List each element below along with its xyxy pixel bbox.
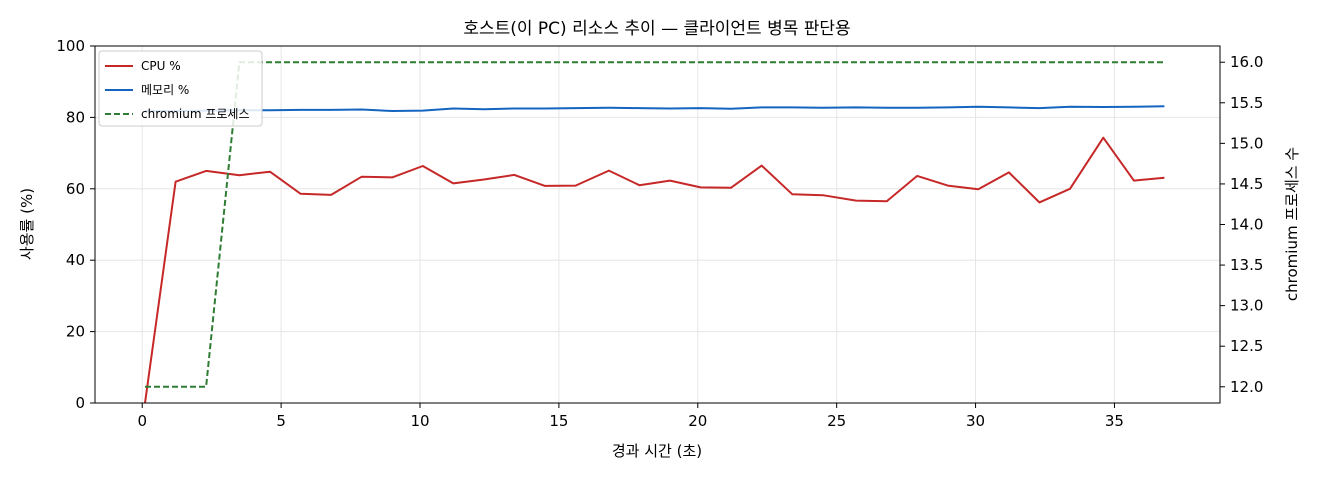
chart-title: 호스트(이 PC) 리소스 추이 — 클라이언트 병목 판단용 (463, 19, 850, 39)
x-tick-label: 10 (410, 412, 429, 430)
y2-tick-label: 15.0 (1230, 134, 1263, 152)
legend-label-0: CPU % (141, 59, 181, 73)
y-axis-ticks: 0 20 40 60 80 100 (56, 37, 95, 412)
y-tick-label: 60 (66, 180, 85, 198)
x-tick-label: 30 (966, 412, 985, 430)
x-tick-label: 0 (137, 412, 147, 430)
y2-tick-label: 15.5 (1230, 94, 1263, 112)
y2-tick-label: 13.0 (1230, 297, 1263, 315)
legend-label-1: 메모리 % (141, 83, 189, 97)
x-tick-label: 5 (276, 412, 286, 430)
y-tick-label: 40 (66, 251, 85, 269)
y-axis-title: 사용률 (%) (18, 188, 36, 260)
series-lines (144, 61, 1165, 404)
y2-axis-title: chromium 프로세스 수 (1283, 147, 1301, 301)
y-tick-label: 100 (56, 37, 85, 55)
y2-tick-label: 12.0 (1230, 378, 1263, 396)
y-tick-label: 20 (66, 323, 85, 341)
y2-axis-ticks: 12.0 12.5 13.0 13.5 14.0 14.5 15.0 15.5 16.0 (1220, 53, 1263, 396)
legend: CPU % 메모리 % chromium 프로세스 (98, 50, 263, 127)
y2-tick-label: 14.5 (1230, 175, 1263, 193)
y-tick-label: 80 (66, 108, 85, 126)
y2-tick-label: 16.0 (1230, 53, 1263, 71)
series-line-1 (145, 105, 1165, 112)
legend-label-2: chromium 프로세스 (141, 107, 250, 121)
series-line-2 (145, 61, 1165, 388)
x-tick-label: 35 (1105, 412, 1124, 430)
x-tick-label: 15 (549, 412, 568, 430)
x-axis-ticks: 0 5 10 15 20 25 30 35 (137, 403, 1124, 430)
x-tick-label: 25 (827, 412, 846, 430)
legend-box (98, 50, 263, 127)
y2-tick-label: 14.0 (1230, 216, 1263, 234)
y2-tick-label: 13.5 (1230, 256, 1263, 274)
x-axis-title: 경과 시간 (초) (612, 442, 702, 460)
x-tick-label: 20 (688, 412, 707, 430)
y-tick-label: 0 (75, 394, 85, 412)
y2-tick-label: 12.5 (1230, 337, 1263, 355)
series-line-0 (144, 136, 1165, 404)
